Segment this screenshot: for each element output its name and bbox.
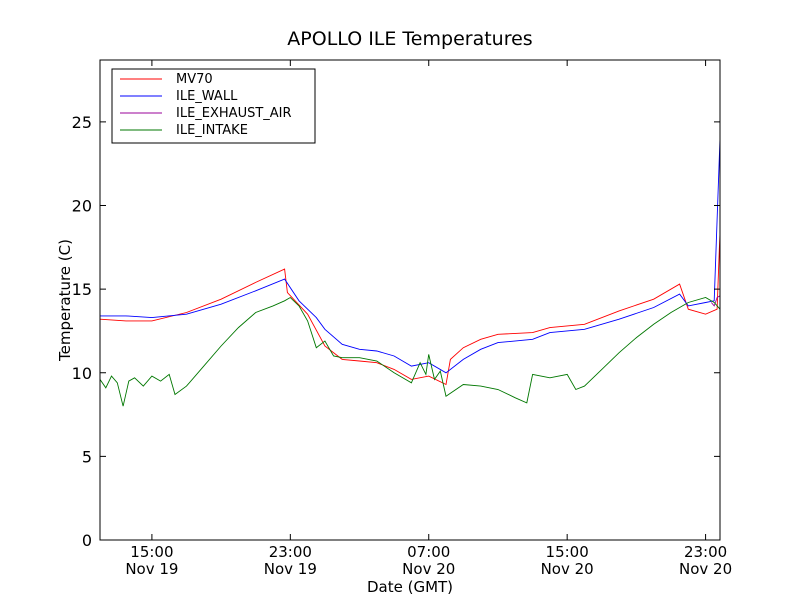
x-tick-label-time: 23:00: [269, 543, 312, 561]
series-line-ile-exhaust-air: [710, 295, 721, 307]
x-tick-label-day: Nov 20: [679, 560, 732, 578]
x-tick-label-time: 23:00: [684, 543, 727, 561]
chart-title: APOLLO ILE Temperatures: [287, 28, 532, 50]
y-tick-label: 25: [72, 113, 92, 132]
y-tick-label: 0: [82, 531, 92, 550]
x-tick-label-day: Nov 20: [541, 560, 594, 578]
y-axis-label: Temperature (C): [56, 239, 74, 362]
legend-entry-label: ILE_INTAKE: [176, 123, 248, 138]
series-line-ile-intake: [99, 296, 721, 407]
y-axis: 0 5 10 15 20 25: [72, 113, 720, 550]
series-layer: [99, 138, 721, 407]
legend: MV70 ILE_WALL ILE_EXHAUST_AIR ILE_INTAKE: [111, 68, 316, 144]
series-line-mv70: [99, 233, 721, 386]
x-tick-label-time: 15:00: [130, 543, 173, 561]
y-tick-label: 15: [72, 280, 92, 299]
x-tick-label-day: Nov 20: [402, 560, 455, 578]
x-tick-label-day: Nov 19: [125, 560, 178, 578]
legend-box: [111, 68, 316, 144]
legend-entry-label: MV70: [176, 72, 213, 87]
legend-entry-label: ILE_EXHAUST_AIR: [176, 106, 292, 121]
x-axis-label: Date (GMT): [367, 578, 453, 596]
plot-frame: [99, 59, 721, 541]
x-tick-label-day: Nov 19: [264, 560, 317, 578]
y-tick-label: 20: [72, 197, 92, 216]
legend-entry-label: ILE_WALL: [176, 89, 238, 104]
x-tick-label-time: 15:00: [546, 543, 589, 561]
y-tick-label: 5: [82, 447, 92, 466]
series-line-ile-wall: [100, 138, 721, 374]
y-tick-label: 10: [72, 364, 92, 383]
x-tick-label-time: 07:00: [407, 543, 450, 561]
